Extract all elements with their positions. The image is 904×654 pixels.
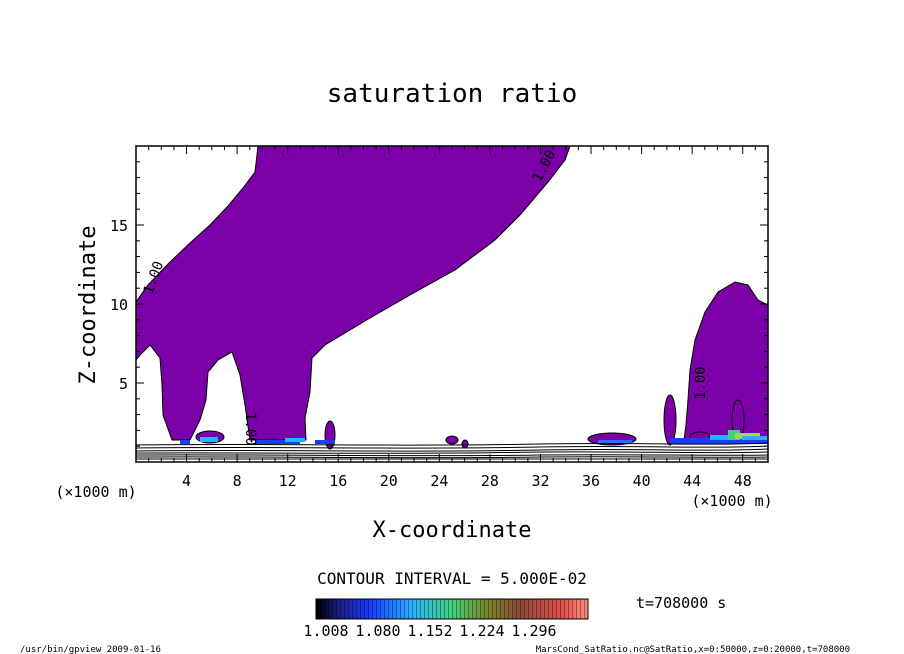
x-tick-label: 28 xyxy=(481,472,499,490)
x-tick-label: 44 xyxy=(683,472,701,490)
colorbar-tick-label: 1.152 xyxy=(407,622,452,640)
surface-high-values xyxy=(180,430,768,444)
y-tick-label: 5 xyxy=(119,375,128,393)
x-tick-label: 48 xyxy=(734,472,752,490)
x-axis: 4 8 12 16 20 24 28 32 36 40 44 48 xyxy=(135,146,769,490)
y-tick-label: 15 xyxy=(110,217,128,235)
footer-right: MarsCond_SatRatio.nc@SatRatio,x=0:50000,… xyxy=(536,645,850,654)
colorbar-tick-label: 1.008 xyxy=(303,622,348,640)
x-tick-label: 24 xyxy=(430,472,448,490)
x-tick-label: 36 xyxy=(582,472,600,490)
x-tick-label: 40 xyxy=(633,472,651,490)
x-tick-label: 32 xyxy=(531,472,549,490)
x-tick-label: 12 xyxy=(279,472,297,490)
colorbar-tick-label: 1.224 xyxy=(459,622,504,640)
y-axis: 5 10 15 xyxy=(110,145,768,463)
x-tick-label: 4 xyxy=(182,472,191,490)
x-unit-right: (×1000 m) xyxy=(691,492,772,510)
supersaturated-region-main xyxy=(136,146,571,441)
colorbar-tick-label: 1.080 xyxy=(355,622,400,640)
x-tick-label: 20 xyxy=(380,472,398,490)
time-label: t=708000 s xyxy=(636,594,726,612)
x-unit-left: (×1000 m) xyxy=(55,483,136,501)
footer-left: /usr/bin/gpview 2009-01-16 xyxy=(20,645,161,654)
colorbar: 1.008 1.080 1.152 1.224 1.296 xyxy=(303,598,589,640)
y-axis-label: Z-coordinate xyxy=(76,226,101,385)
contour-interval: CONTOUR INTERVAL = 5.000E-02 xyxy=(317,569,587,588)
x-tick-label: 8 xyxy=(233,472,242,490)
colorbar-tick-label: 1.296 xyxy=(511,622,556,640)
surface-contours xyxy=(136,442,768,460)
x-axis-label: X-coordinate xyxy=(373,518,532,543)
supersaturated-region-right xyxy=(683,281,768,441)
contour-label: 1.00 xyxy=(242,412,258,446)
chart-title: saturation ratio xyxy=(327,79,577,109)
y-tick-label: 10 xyxy=(110,296,128,314)
plot-area: 1.00 1.00 1.00 1.00 4 8 12 16 20 24 28 32 36 40 44… xyxy=(110,145,769,490)
x-tick-label: 16 xyxy=(329,472,347,490)
contour-label: 1.00 xyxy=(693,366,709,400)
